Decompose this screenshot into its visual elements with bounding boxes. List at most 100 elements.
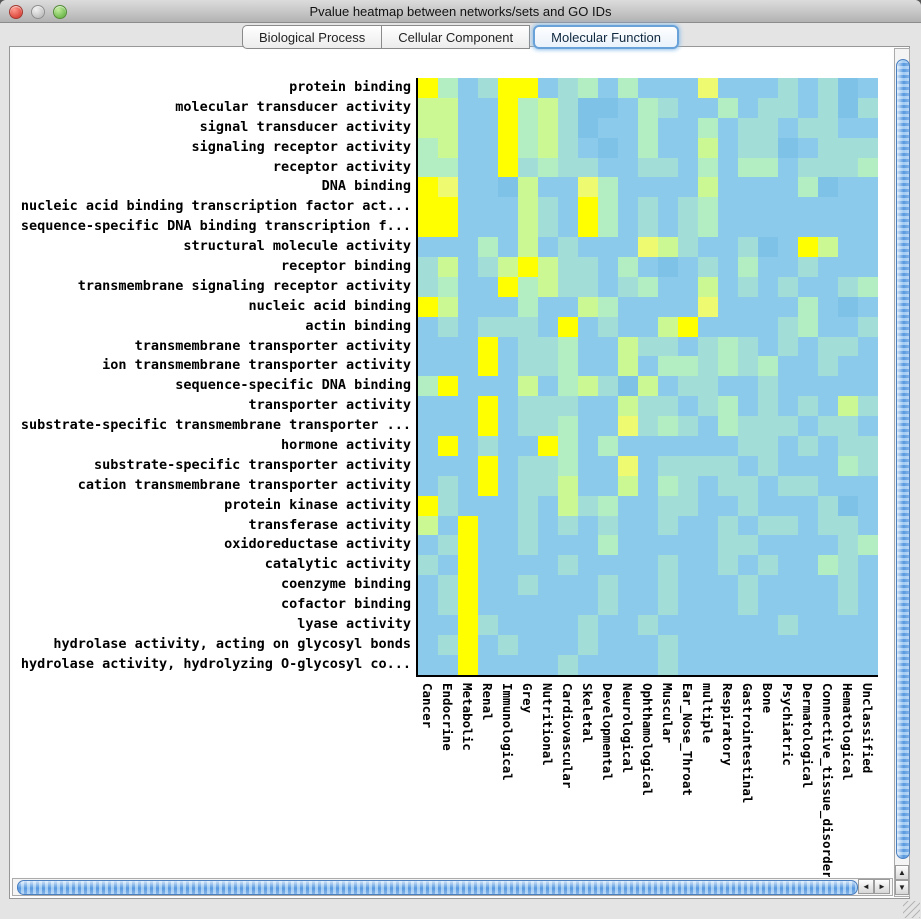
heatmap-viewport: protein binding molecular transducer acti… xyxy=(13,49,892,877)
row-label: substrate-specific transporter activity xyxy=(94,456,411,473)
scroll-down-button[interactable]: ▼ xyxy=(895,880,909,895)
heatmap-cell xyxy=(638,78,658,98)
heatmap-row xyxy=(418,634,878,655)
heatmap-cell xyxy=(538,217,558,238)
heatmap-cell xyxy=(858,197,878,218)
heatmap-cell xyxy=(818,237,838,258)
scroll-right-button[interactable]: ► xyxy=(874,879,890,894)
heatmap-cell xyxy=(698,97,718,118)
heatmap-cell xyxy=(458,137,478,158)
heatmap-cell xyxy=(638,177,658,198)
heatmap-cell xyxy=(618,257,638,277)
column-label: Cardiovascular xyxy=(560,683,575,789)
heatmap-cell xyxy=(618,455,638,476)
heatmap-cell xyxy=(618,177,638,198)
heatmap-cell xyxy=(478,436,498,456)
heatmap-cell xyxy=(578,495,598,516)
heatmap-cell xyxy=(838,197,858,218)
heatmap-cell xyxy=(718,296,738,317)
heatmap-cell xyxy=(538,316,558,337)
heatmap-cell xyxy=(758,97,778,118)
heatmap-row xyxy=(418,276,878,297)
horizontal-scrollbar[interactable]: ◄ ► xyxy=(12,878,893,896)
heatmap-cell xyxy=(558,197,578,218)
vertical-scrollbar-buttons: ▲ ▼ xyxy=(895,865,909,895)
heatmap-cell xyxy=(438,575,458,596)
heatmap-cell xyxy=(698,237,718,258)
heatmap-cell xyxy=(658,376,678,397)
heatmap-cell xyxy=(678,97,698,118)
heatmap-cell xyxy=(438,157,458,178)
heatmap-cell xyxy=(498,117,518,138)
heatmap-cell xyxy=(458,416,478,437)
heatmap-row xyxy=(418,455,878,476)
heatmap-cell xyxy=(678,475,698,496)
row-label: catalytic activity xyxy=(264,556,411,573)
heatmap-cell xyxy=(778,595,798,616)
scroll-up-button[interactable]: ▲ xyxy=(895,865,909,880)
heatmap-cell xyxy=(518,237,538,258)
heatmap-cell xyxy=(598,495,618,516)
heatmap-cell xyxy=(418,436,438,456)
heatmap-cell xyxy=(558,217,578,238)
heatmap-cell xyxy=(858,376,878,397)
heatmap-cell xyxy=(698,396,718,417)
vertical-scrollbar-thumb[interactable] xyxy=(896,59,910,859)
column-label: Dermatological xyxy=(800,683,815,789)
heatmap-cell xyxy=(858,455,878,476)
vertical-scrollbar[interactable]: ▲ ▼ xyxy=(894,48,910,897)
heatmap-cell xyxy=(758,177,778,198)
heatmap-cell xyxy=(518,475,538,496)
heatmap-row xyxy=(418,78,878,98)
heatmap-cell xyxy=(798,555,818,576)
heatmap-cell xyxy=(858,654,878,675)
heatmap-cell xyxy=(758,416,778,437)
heatmap-cell xyxy=(518,336,538,357)
heatmap-cell xyxy=(598,78,618,98)
heatmap-cell xyxy=(458,436,478,456)
heatmap-cell xyxy=(818,396,838,417)
heatmap-row xyxy=(418,535,878,556)
heatmap-cell xyxy=(438,515,458,536)
heatmap-cell xyxy=(818,257,838,277)
heatmap-cell xyxy=(478,237,498,258)
row-label: nucleic acid binding xyxy=(248,297,411,314)
heatmap-cell xyxy=(418,137,438,158)
heatmap-cell xyxy=(618,336,638,357)
heatmap-cell xyxy=(698,416,718,437)
heatmap-cell xyxy=(678,436,698,456)
heatmap-cell xyxy=(678,257,698,277)
heatmap-cell xyxy=(798,535,818,556)
heatmap-cell xyxy=(618,197,638,218)
heatmap-cell xyxy=(698,376,718,397)
heatmap-row xyxy=(418,436,878,456)
heatmap-cell xyxy=(538,276,558,297)
heatmap-cell xyxy=(598,475,618,496)
heatmap-cell xyxy=(698,595,718,616)
tab-biological-process[interactable]: Biological Process xyxy=(242,25,382,49)
tab-molecular-function[interactable]: Molecular Function xyxy=(533,25,679,49)
row-label: receptor activity xyxy=(272,158,411,175)
heatmap-cell xyxy=(798,197,818,218)
heatmap-row xyxy=(418,575,878,596)
scroll-left-button[interactable]: ◄ xyxy=(858,879,874,894)
heatmap-cell xyxy=(558,97,578,118)
heatmap-cell xyxy=(658,217,678,238)
heatmap-cell xyxy=(838,78,858,98)
heatmap-cell xyxy=(638,197,658,218)
heatmap-cell xyxy=(798,376,818,397)
column-label: Skeletal xyxy=(580,683,595,744)
heatmap-cell xyxy=(598,197,618,218)
heatmap-cell xyxy=(578,436,598,456)
horizontal-scrollbar-thumb[interactable] xyxy=(17,880,858,895)
heatmap-cell xyxy=(838,615,858,635)
tab-cellular-component[interactable]: Cellular Component xyxy=(381,25,531,49)
resize-grip-icon[interactable] xyxy=(903,901,920,918)
minimize-button[interactable] xyxy=(31,5,45,19)
heatmap-cell xyxy=(758,117,778,138)
heatmap-cell xyxy=(578,117,598,138)
heatmap-cell xyxy=(418,177,438,198)
close-button[interactable] xyxy=(9,5,23,19)
heatmap-cell xyxy=(698,356,718,377)
zoom-button[interactable] xyxy=(53,5,67,19)
